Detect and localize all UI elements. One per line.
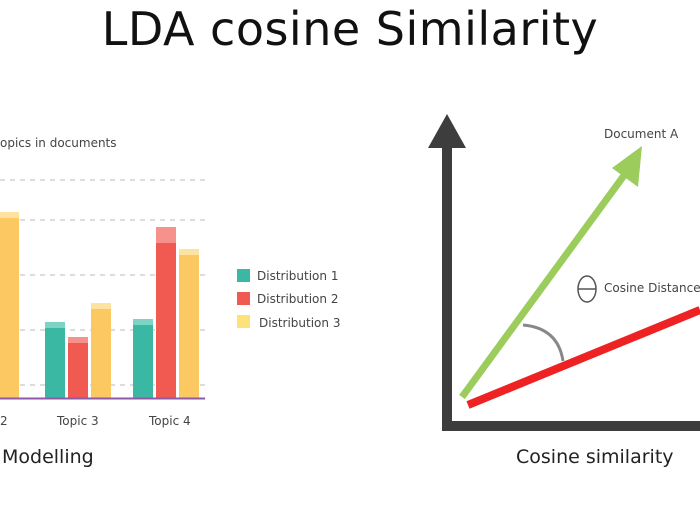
bar-topic4-d2 (156, 241, 176, 398)
bar-topic4-d1 (133, 323, 153, 398)
bar-topic3-d2 (68, 341, 88, 398)
left-caption: Modelling (2, 446, 94, 468)
bar-cap (68, 337, 88, 343)
angle-arc (522, 323, 565, 362)
bar-topic4-d3 (179, 253, 199, 398)
page-title: LDA cosine Similarity (101, 2, 599, 56)
bar-cap (156, 227, 176, 243)
legend-swatch-d1 (237, 269, 250, 282)
bar-cap (0, 212, 19, 218)
tick-label-topic2: 2 (0, 414, 8, 428)
bar-cap (133, 319, 153, 325)
vector-b (466, 306, 700, 409)
vector-a (459, 167, 631, 400)
bar-cap (91, 303, 111, 309)
legend-label-d2: Distribution 2 (257, 292, 338, 306)
bar-topic2-d3 (0, 216, 19, 398)
legend-label-d1: Distribution 1 (257, 269, 338, 283)
bar-topic3-d1 (45, 326, 65, 398)
vector-a-label: Document A (604, 127, 679, 141)
topic-bar-chart: opics in documents 2 Topic 3 Top (0, 136, 340, 468)
chart-title: opics in documents (0, 136, 117, 150)
legend-swatch-d2 (237, 292, 250, 305)
legend: Distribution 1 Distribution 2 Distributi… (237, 269, 340, 330)
tick-label-topic3: Topic 3 (56, 414, 99, 428)
right-caption: Cosine similarity (516, 446, 674, 468)
legend-label-d3: Distribution 3 (259, 316, 340, 330)
vector-a-arrow-icon (612, 146, 642, 187)
y-axis-arrow-icon (428, 114, 466, 148)
angle-label: Cosine Distance (604, 281, 700, 295)
bar-topic3-d3 (91, 307, 111, 398)
tick-label-topic4: Topic 4 (148, 414, 191, 428)
cosine-diagram: Document A Cosine Distance Cosine simila… (428, 114, 700, 468)
legend-swatch-d3 (237, 315, 250, 328)
bar-cap (45, 322, 65, 328)
bar-cap (179, 249, 199, 255)
